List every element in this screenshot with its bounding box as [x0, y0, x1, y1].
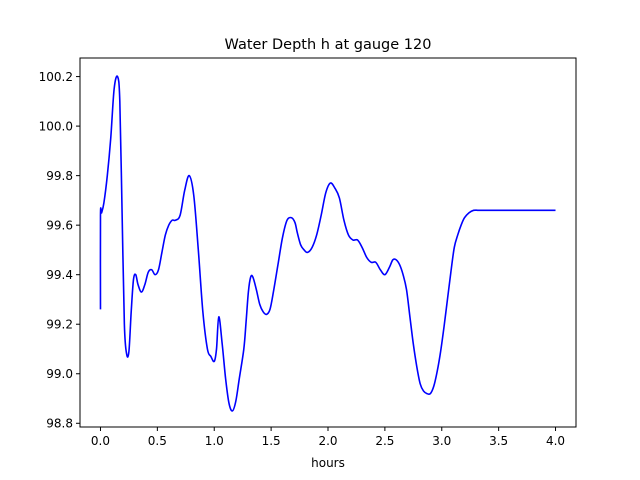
- x-tick-label: 3.0: [432, 434, 451, 448]
- x-tick-label: 2.0: [318, 434, 337, 448]
- series-line: [99, 75, 556, 412]
- x-tick-label: 3.5: [489, 434, 508, 448]
- y-tick-label: 99.6: [46, 218, 73, 232]
- y-tick-label: 99.2: [46, 318, 73, 332]
- y-tick-label: 99.8: [46, 169, 73, 183]
- chart-title: Water Depth h at gauge 120: [225, 37, 432, 53]
- y-axis-ticks: 98.8 99.0 99.2 99.4 99.6 99.8 100.0 100.2: [39, 70, 80, 431]
- y-tick-label: 100.0: [39, 119, 73, 133]
- y-tick-label: 99.0: [46, 367, 73, 381]
- plot-area-frame: [79, 57, 577, 428]
- series-group: [99, 75, 556, 412]
- x-tick-label: 1.5: [262, 434, 281, 448]
- y-tick-label: 98.8: [46, 417, 73, 431]
- x-axis-label: hours: [311, 456, 345, 470]
- x-tick-label: 0.5: [148, 434, 167, 448]
- x-tick-label: 0.0: [91, 434, 110, 448]
- x-tick-label: 1.0: [205, 434, 224, 448]
- x-tick-label: 2.5: [375, 434, 394, 448]
- x-axis-ticks: 0.0 0.5 1.0 1.5 2.0 2.5 3.0 3.5 4.0: [91, 427, 565, 448]
- x-tick-label: 4.0: [546, 434, 565, 448]
- y-tick-label: 100.2: [39, 70, 73, 84]
- y-tick-label: 99.4: [46, 268, 73, 282]
